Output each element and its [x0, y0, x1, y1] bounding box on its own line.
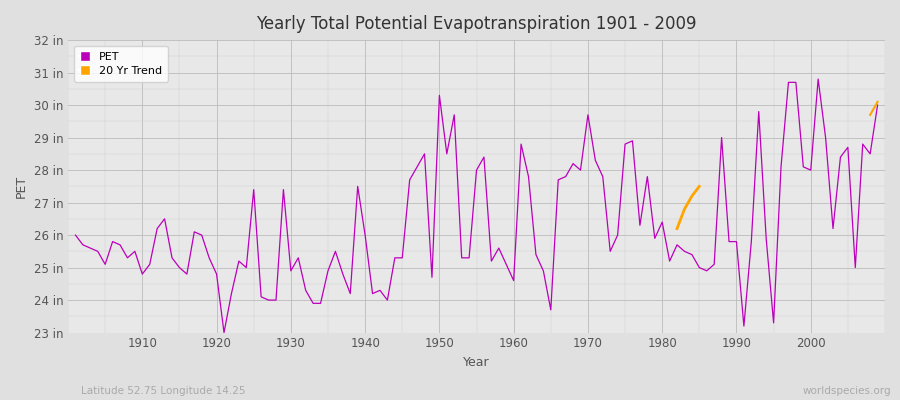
20 Yr Trend	[694, 184, 705, 189]
PET	[345, 291, 356, 296]
20 Yr Trend	[680, 207, 690, 212]
X-axis label: Year: Year	[464, 356, 490, 369]
Y-axis label: PET: PET	[15, 175, 28, 198]
Line: 20 Yr Trend: 20 Yr Trend	[677, 186, 699, 228]
20 Yr Trend	[687, 194, 698, 198]
Line: PET: PET	[76, 79, 878, 332]
PET	[301, 288, 311, 293]
PET	[130, 249, 140, 254]
PET	[516, 142, 526, 146]
PET	[508, 278, 519, 283]
PET	[219, 330, 230, 335]
PET	[70, 233, 81, 238]
Title: Yearly Total Potential Evapotranspiration 1901 - 2009: Yearly Total Potential Evapotranspiratio…	[256, 15, 697, 33]
Text: worldspecies.org: worldspecies.org	[803, 386, 891, 396]
20 Yr Trend	[671, 226, 682, 231]
PET	[813, 77, 824, 82]
PET	[605, 249, 616, 254]
Legend: PET, 20 Yr Trend: PET, 20 Yr Trend	[74, 46, 167, 82]
Text: Latitude 52.75 Longitude 14.25: Latitude 52.75 Longitude 14.25	[81, 386, 246, 396]
PET	[872, 103, 883, 108]
